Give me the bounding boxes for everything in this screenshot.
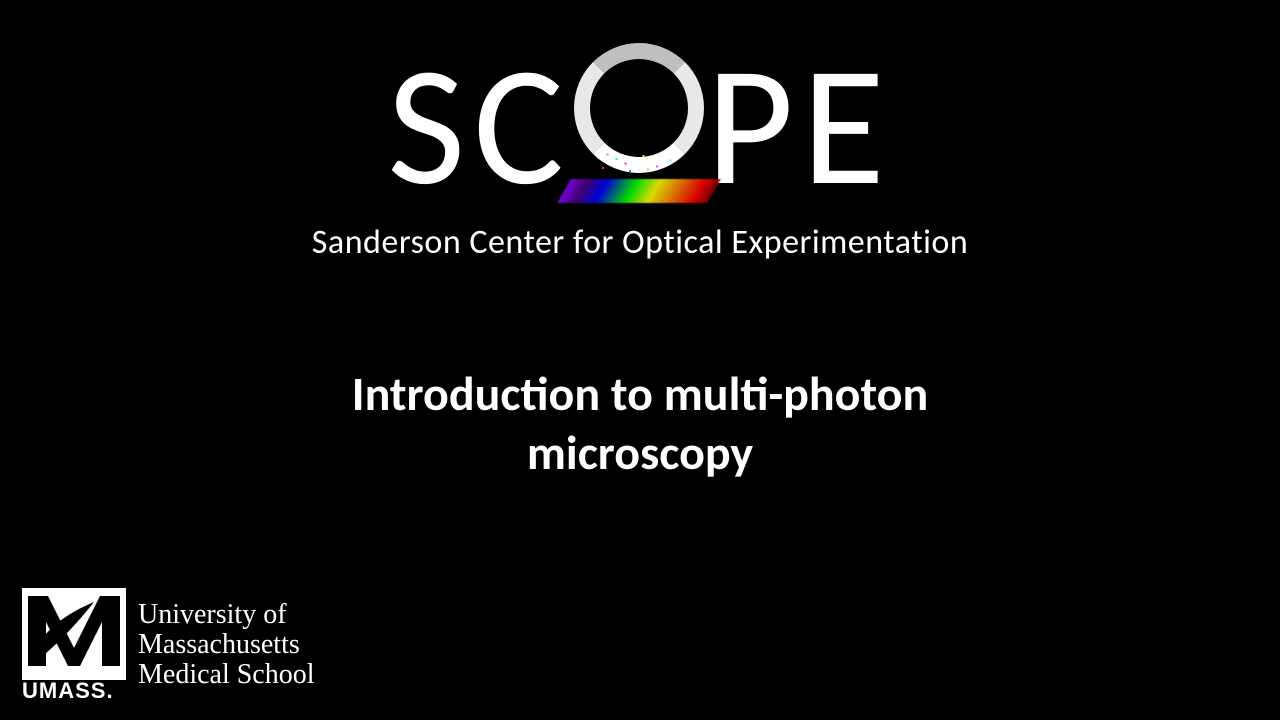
scope-letter-c: C	[473, 40, 572, 210]
scope-subtitle: Sanderson Center for Optical Experimenta…	[0, 222, 1280, 263]
scope-wordmark: S C P E	[387, 40, 893, 210]
particle-dots-icon	[594, 147, 684, 177]
slide-title-line1: Introduction to multi-photon	[0, 365, 1280, 424]
umass-footer: UMASS. University of Massachusetts Medic…	[22, 588, 315, 702]
umass-line3: Medical School	[138, 660, 315, 690]
umass-line2: Massachusetts	[138, 630, 315, 660]
umass-line1: University of	[138, 600, 315, 630]
scope-letter-e: E	[802, 40, 893, 210]
slide-title-line2: microscopy	[0, 424, 1280, 483]
scope-letter-s: S	[387, 40, 473, 210]
umass-wordmark-text: UMASS.	[22, 678, 114, 702]
umass-logo-icon: UMASS.	[22, 588, 126, 702]
umass-text: University of Massachusetts Medical Scho…	[138, 600, 315, 691]
scope-letter-o	[574, 43, 704, 183]
slide-title: Introduction to multi-photon microscopy	[0, 365, 1280, 482]
slide: S C P E Sanderson Center for Optical Exp…	[0, 0, 1280, 720]
spectrum-icon	[557, 179, 721, 203]
scope-logo-block: S C P E Sanderson Center for Optical Exp…	[0, 40, 1280, 263]
scope-letter-p: P	[706, 40, 802, 210]
